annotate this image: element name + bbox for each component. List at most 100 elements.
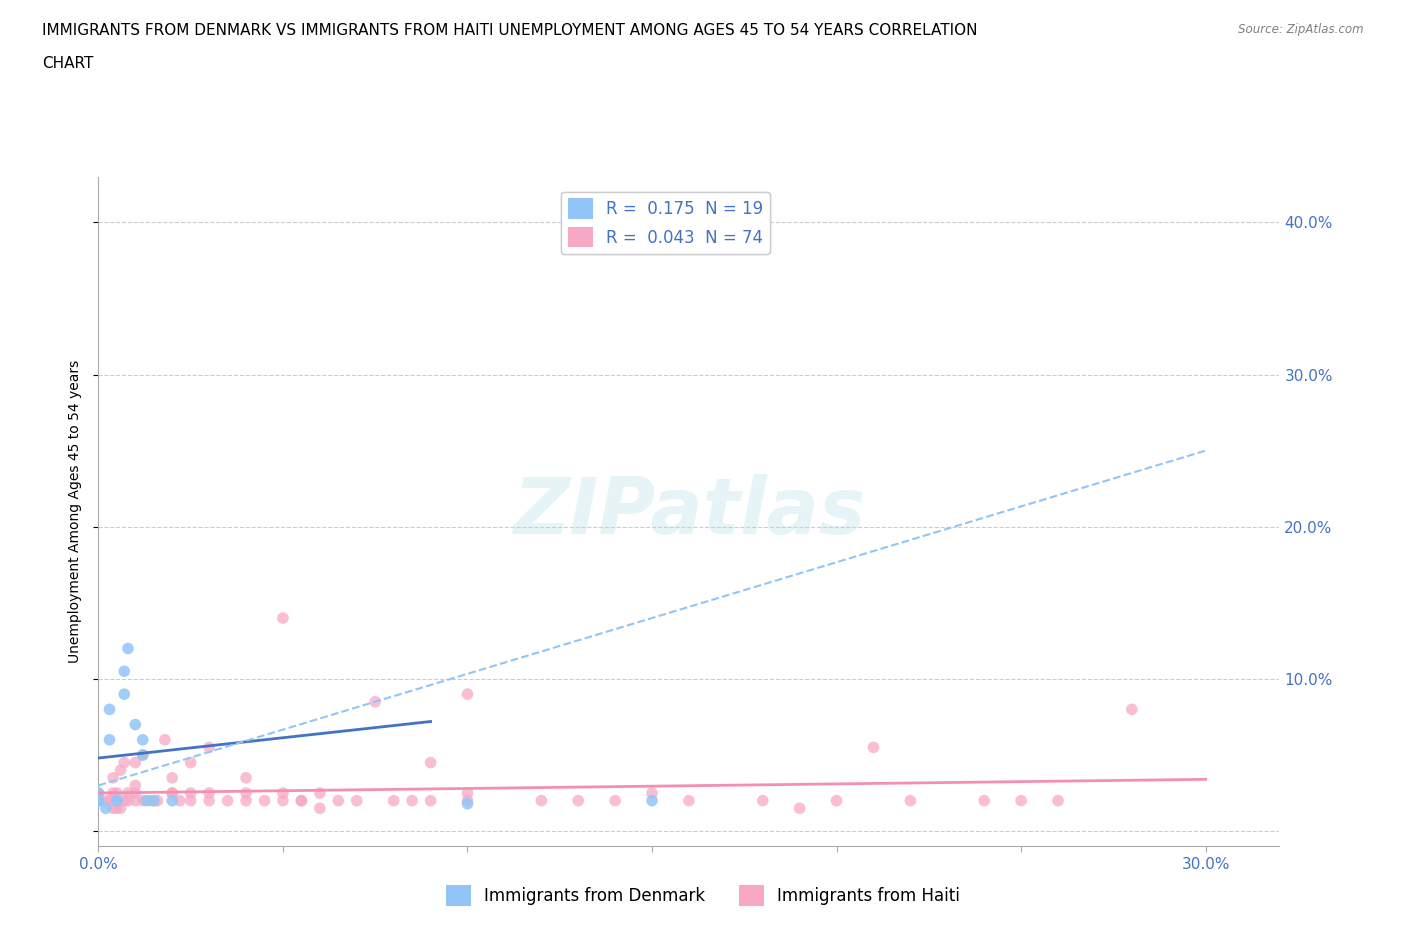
Point xyxy=(456,686,478,701)
Point xyxy=(103,770,125,785)
Point xyxy=(124,717,146,732)
Point xyxy=(825,793,848,808)
Point xyxy=(198,793,221,808)
Point xyxy=(105,793,128,808)
Point xyxy=(567,793,589,808)
Point xyxy=(253,793,276,808)
Point xyxy=(198,786,221,801)
Point xyxy=(235,786,257,801)
Point xyxy=(132,793,155,808)
Point xyxy=(235,793,257,808)
Point xyxy=(364,695,387,710)
Point xyxy=(110,801,132,816)
Point xyxy=(169,793,191,808)
Text: ZIPatlas: ZIPatlas xyxy=(513,473,865,550)
Point xyxy=(87,793,110,808)
Point xyxy=(605,793,627,808)
Point xyxy=(973,793,995,808)
Point xyxy=(110,763,132,777)
Point xyxy=(456,786,478,801)
Point xyxy=(105,793,128,808)
Point xyxy=(419,755,441,770)
Point xyxy=(308,786,332,801)
Point xyxy=(456,793,478,808)
Point xyxy=(328,793,350,808)
Point xyxy=(132,748,155,763)
Point xyxy=(87,786,110,801)
Text: CHART: CHART xyxy=(42,56,94,71)
Point xyxy=(146,793,169,808)
Point xyxy=(401,793,423,808)
Point xyxy=(789,801,811,816)
Point xyxy=(153,732,176,747)
Point xyxy=(135,793,157,808)
Point xyxy=(112,755,135,770)
Text: Source: ZipAtlas.com: Source: ZipAtlas.com xyxy=(1239,23,1364,36)
Point xyxy=(180,786,202,801)
Point xyxy=(105,793,128,808)
Point xyxy=(87,793,110,808)
Point xyxy=(346,793,368,808)
Point xyxy=(530,793,553,808)
Point xyxy=(132,732,155,747)
Point xyxy=(105,793,128,808)
Point xyxy=(98,702,121,717)
Point xyxy=(382,793,405,808)
Point xyxy=(271,786,294,801)
Point xyxy=(162,786,183,801)
Point xyxy=(862,740,884,755)
Point xyxy=(103,786,125,801)
Legend: Immigrants from Denmark, Immigrants from Haiti: Immigrants from Denmark, Immigrants from… xyxy=(439,879,967,912)
Point xyxy=(419,793,441,808)
Point xyxy=(124,778,146,793)
Point xyxy=(271,793,294,808)
Point xyxy=(94,801,117,816)
Point xyxy=(117,786,139,801)
Point xyxy=(162,770,183,785)
Point xyxy=(105,801,128,816)
Point xyxy=(1010,793,1032,808)
Point xyxy=(87,793,110,808)
Point xyxy=(103,801,125,816)
Point xyxy=(124,786,146,801)
Point xyxy=(117,641,139,656)
Point xyxy=(132,748,155,763)
Point xyxy=(142,793,165,808)
Point xyxy=(94,793,117,808)
Point xyxy=(98,732,121,747)
Point xyxy=(217,793,239,808)
Point xyxy=(180,755,202,770)
Point xyxy=(308,801,332,816)
Point xyxy=(1046,793,1069,808)
Point xyxy=(751,793,773,808)
Point xyxy=(87,786,110,801)
Point xyxy=(162,793,183,808)
Point xyxy=(112,664,135,679)
Point xyxy=(641,793,664,808)
Point xyxy=(180,793,202,808)
Point xyxy=(112,686,135,701)
Point xyxy=(124,755,146,770)
Point xyxy=(198,740,221,755)
Legend: R =  0.175  N = 19, R =  0.043  N = 74: R = 0.175 N = 19, R = 0.043 N = 74 xyxy=(561,192,769,254)
Point xyxy=(1121,702,1143,717)
Point xyxy=(235,770,257,785)
Point xyxy=(117,793,139,808)
Point xyxy=(87,793,110,808)
Point xyxy=(124,793,146,808)
Point xyxy=(142,793,165,808)
Point xyxy=(290,793,312,808)
Point xyxy=(271,611,294,626)
Point xyxy=(112,793,135,808)
Point xyxy=(641,786,664,801)
Text: IMMIGRANTS FROM DENMARK VS IMMIGRANTS FROM HAITI UNEMPLOYMENT AMONG AGES 45 TO 5: IMMIGRANTS FROM DENMARK VS IMMIGRANTS FR… xyxy=(42,23,977,38)
Point xyxy=(678,793,700,808)
Point xyxy=(98,793,121,808)
Point xyxy=(900,793,922,808)
Y-axis label: Unemployment Among Ages 45 to 54 years: Unemployment Among Ages 45 to 54 years xyxy=(69,360,83,663)
Point xyxy=(139,793,162,808)
Point xyxy=(162,786,183,801)
Point xyxy=(456,796,478,811)
Point xyxy=(105,786,128,801)
Point xyxy=(290,793,312,808)
